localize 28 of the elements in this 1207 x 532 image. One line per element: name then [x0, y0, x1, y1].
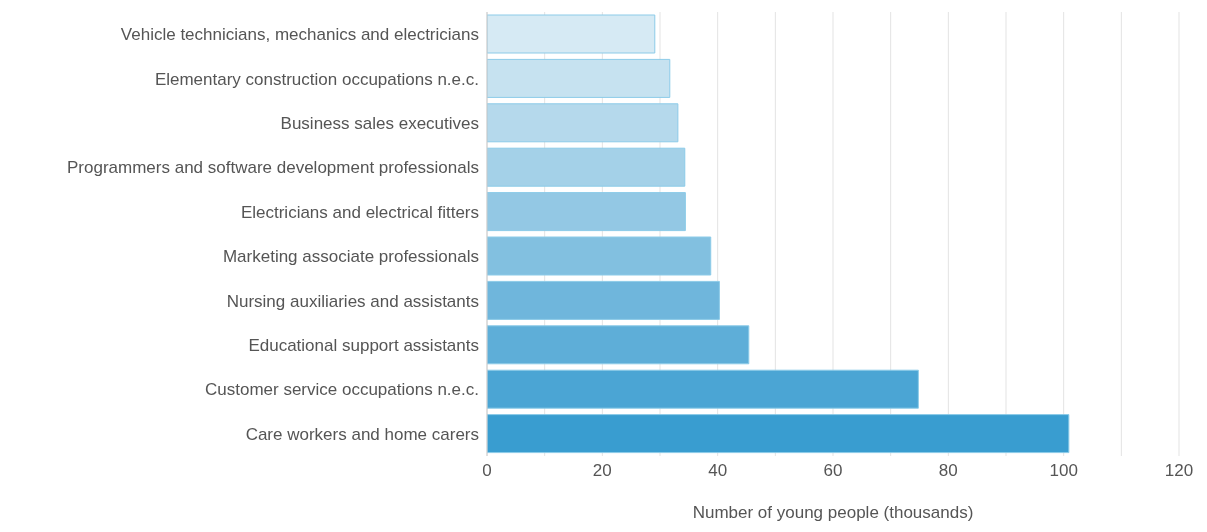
x-tick-label: 0 [482, 461, 492, 481]
x-tick-label: 80 [938, 461, 958, 481]
y-tick-label: Vehicle technicians, mechanics and electricians [120, 25, 479, 45]
bar [487, 236, 712, 276]
bar [487, 325, 750, 365]
x-tick-label: 100 [1049, 461, 1078, 481]
bar [487, 369, 919, 409]
y-tick-label: Customer service occupations n.e.c. [204, 380, 479, 400]
bar [487, 103, 679, 143]
bar [487, 414, 1070, 454]
bar [487, 280, 720, 320]
y-tick-label: Business sales executives [280, 114, 479, 134]
bar [487, 58, 671, 98]
y-tick-label: Electricians and electrical fitters [240, 202, 479, 222]
x-tick-label: 40 [708, 461, 728, 481]
y-tick-label: Educational support assistants [248, 336, 479, 356]
bar [487, 14, 656, 54]
y-tick-label: Care workers and home carers [245, 424, 479, 444]
y-tick-label: Programmers and software development professionals [67, 158, 479, 178]
bar [487, 192, 686, 232]
bar [487, 147, 686, 187]
x-tick-label: 120 [1164, 461, 1194, 481]
y-tick-label: Marketing associate professionals [222, 247, 479, 267]
y-tick-label: Elementary construction occupations n.e.c. [154, 69, 479, 89]
x-axis-title: Number of young people (thousands) [692, 503, 974, 522]
x-tick-label: 20 [592, 461, 612, 481]
x-tick-label: 60 [823, 461, 843, 481]
y-tick-label: Nursing auxiliaries and assistants [226, 291, 479, 311]
